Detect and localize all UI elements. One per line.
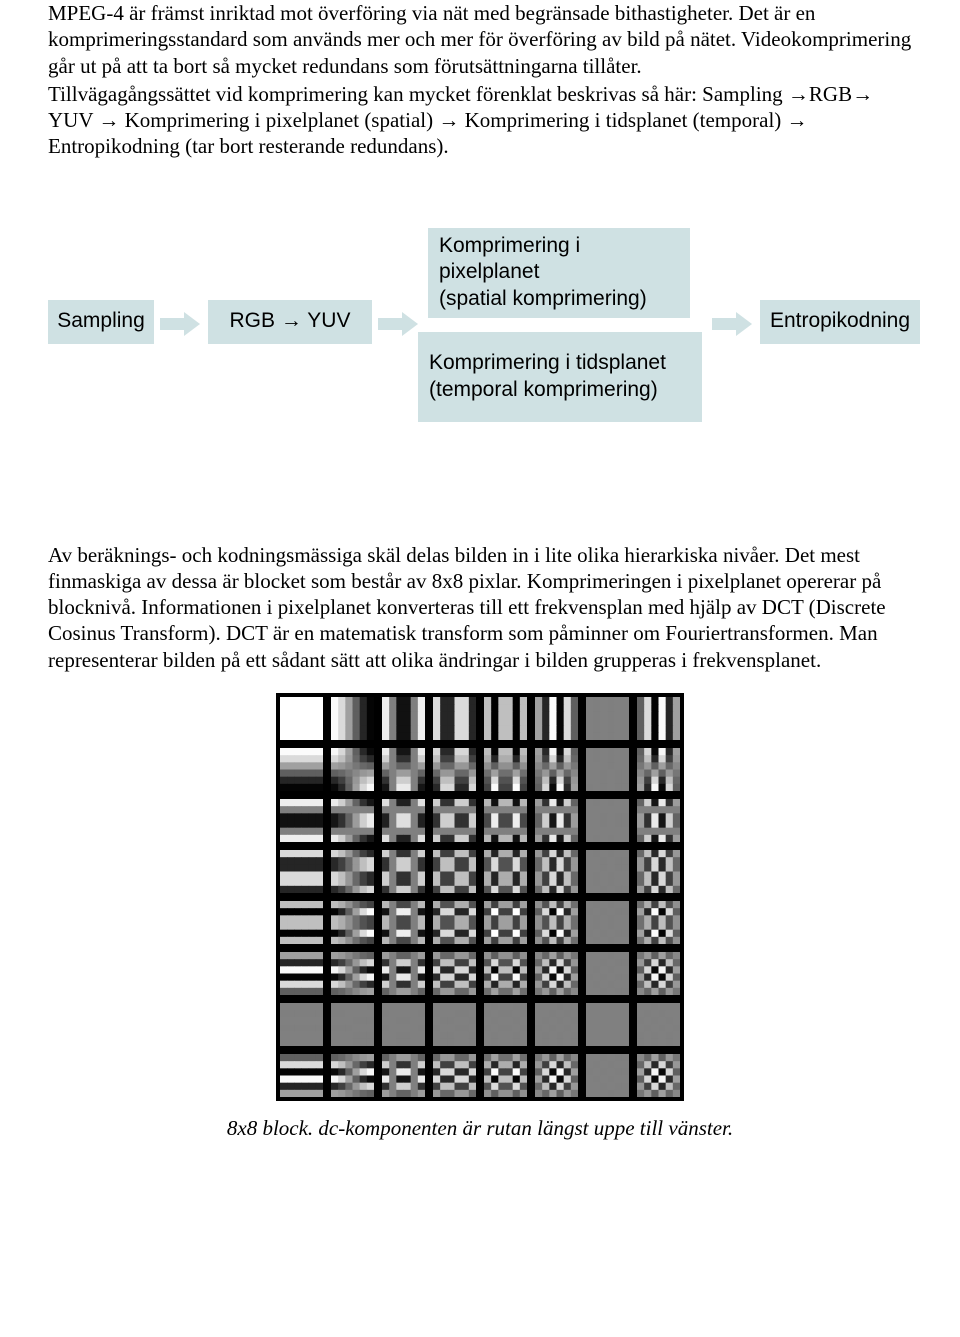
dct-figure bbox=[48, 693, 912, 1101]
flow-label-sampling: Sampling bbox=[57, 308, 145, 334]
flow-box-temporal: Komprimering i tidsplanet (temporal komp… bbox=[418, 332, 702, 422]
figure-caption: 8x8 block. dc-komponenten är rutan längs… bbox=[48, 1115, 912, 1141]
flow-diagram: Sampling RGB → YUV Komprimering i pixelp… bbox=[48, 220, 912, 450]
flow-label-spatial: Komprimering i pixelplanet (spatial komp… bbox=[439, 233, 679, 312]
paragraph-1: MPEG-4 är främst inriktad mot överföring… bbox=[48, 0, 912, 79]
flow-box-rgb-yuv: RGB → YUV bbox=[208, 300, 372, 344]
flow-box-entropikodning: Entropikodning bbox=[760, 300, 920, 344]
paragraph-2: Tillvägagångssättet vid komprimering kan… bbox=[48, 81, 912, 160]
flow-label-temporal: Komprimering i tidsplanet (temporal komp… bbox=[429, 350, 666, 403]
paragraph-3: Av beräknings- och kodningsmässiga skäl … bbox=[48, 542, 912, 673]
flow-label-entropikodning: Entropikodning bbox=[770, 308, 910, 334]
flow-box-spatial: Komprimering i pixelplanet (spatial komp… bbox=[428, 228, 690, 318]
flow-arrow-icon bbox=[160, 312, 200, 336]
flow-arrow-icon bbox=[712, 312, 752, 336]
flow-label-rgb-yuv: RGB → YUV bbox=[230, 308, 351, 334]
flow-arrow-icon bbox=[378, 312, 418, 336]
flow-box-sampling: Sampling bbox=[48, 300, 154, 344]
dct-basis-image bbox=[276, 693, 684, 1101]
